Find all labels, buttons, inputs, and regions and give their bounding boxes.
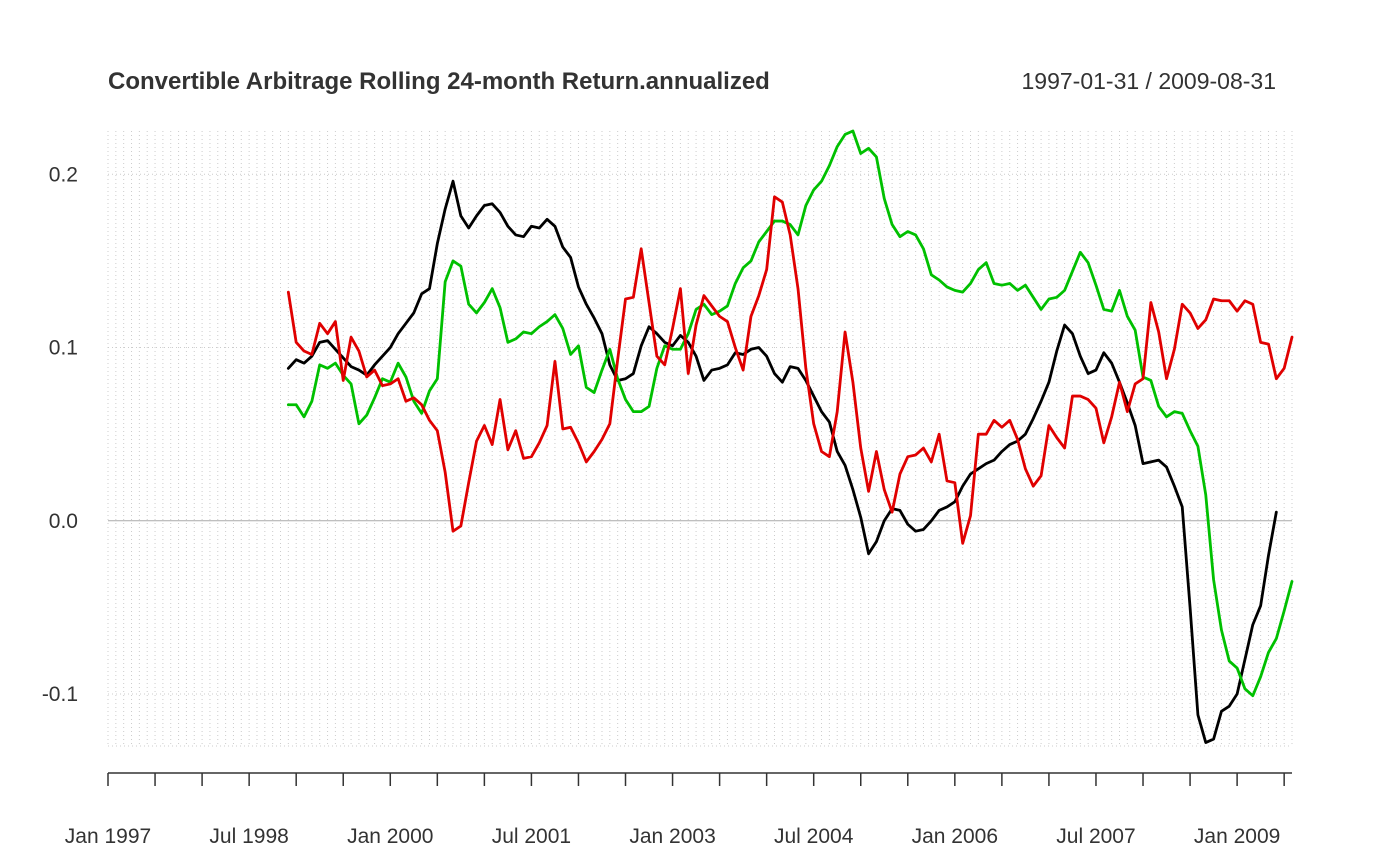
chart-title: Convertible Arbitrage Rolling 24-month R… <box>108 68 770 95</box>
x-tick-label: Jan 2009 <box>1194 825 1280 848</box>
x-axis: Jan 1997 Jul 1998 Jan 2000 Jul 2001 Jan 2003… <box>65 772 1292 848</box>
y-tick-label: 0.0 <box>49 510 78 533</box>
y-tick-label: 0.2 <box>49 163 78 186</box>
y-tick-label: 0.1 <box>49 337 78 360</box>
gridlines <box>107 131 1293 747</box>
red-series-line <box>286 195 1294 545</box>
black-series-line <box>286 179 1278 744</box>
green-series-line <box>286 129 1294 698</box>
y-axis: 0.2 0.1 0.0 -0.1 <box>42 163 78 706</box>
x-tick-label: Jan 2003 <box>629 825 715 848</box>
series-lines <box>286 129 1294 744</box>
x-tick-label: Jan 1997 <box>65 825 151 848</box>
x-tick-label: Jul 2004 <box>774 825 854 848</box>
date-range-label: 1997-01-31 / 2009-08-31 <box>1022 68 1276 94</box>
x-tick-label: Jan 2006 <box>912 825 998 848</box>
y-tick-label: -0.1 <box>42 683 78 706</box>
x-tick-label: Jan 2000 <box>347 825 433 848</box>
x-tick-label: Jul 2001 <box>492 825 571 848</box>
x-tick-label: Jul 2007 <box>1056 825 1135 848</box>
x-tick-label: Jul 1998 <box>209 825 288 848</box>
